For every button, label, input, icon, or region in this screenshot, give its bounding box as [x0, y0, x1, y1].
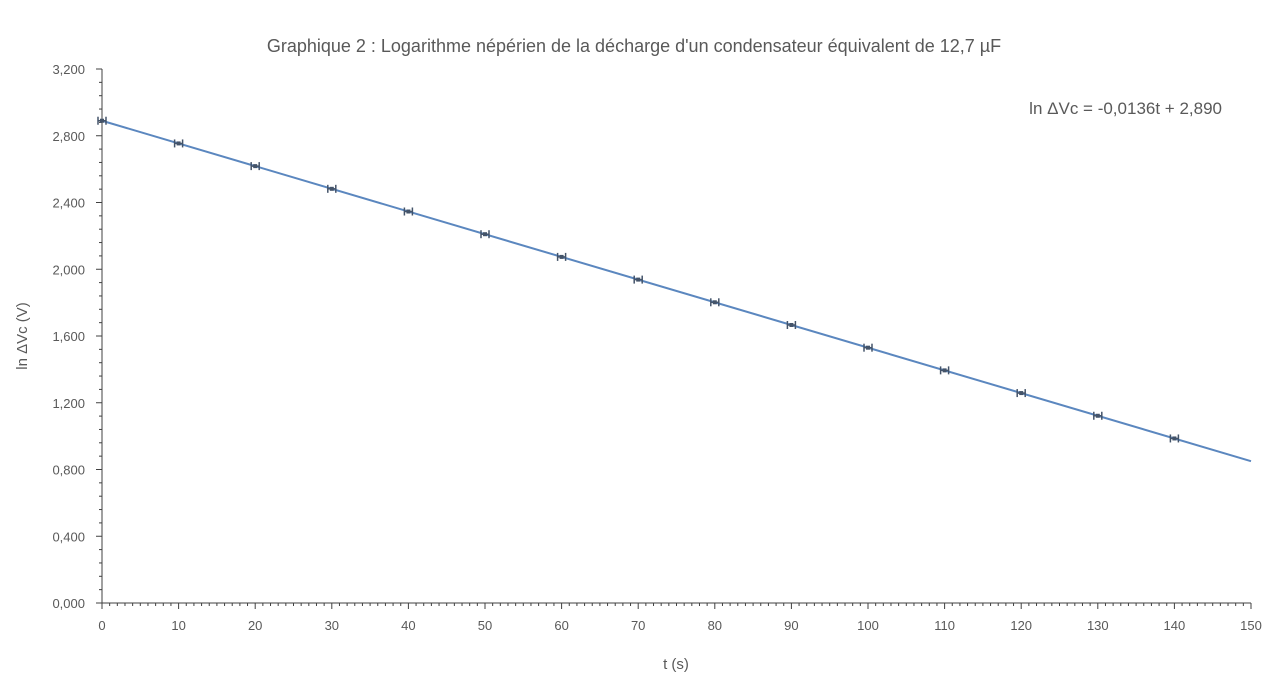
y-tick-label: 2,400 [52, 196, 85, 211]
point-marker [406, 209, 411, 214]
x-tick-label: 120 [1010, 618, 1032, 633]
y-tick-label: 2,800 [52, 129, 85, 144]
point-marker [100, 118, 104, 123]
point-marker [942, 368, 947, 373]
y-tick-label: 1,200 [52, 396, 85, 411]
point-marker [789, 322, 794, 327]
data-point [633, 275, 643, 284]
point-marker [1172, 436, 1177, 441]
y-tick-label: 0,800 [52, 463, 85, 478]
data-point [556, 252, 567, 261]
data-point [1093, 411, 1103, 420]
y-tick-label: 2,000 [52, 262, 85, 277]
point-marker [636, 277, 641, 282]
data-point [97, 116, 107, 125]
point-marker [1095, 413, 1100, 418]
data-point [786, 320, 797, 329]
point-marker [329, 186, 334, 191]
trendline [101, 119, 1252, 463]
y-tick-label: 0,400 [52, 529, 85, 544]
x-axis-title: t (s) [663, 656, 689, 673]
point-marker [253, 164, 258, 169]
data-points [97, 116, 1180, 443]
x-tick-label: 70 [631, 618, 645, 633]
data-point [173, 139, 184, 148]
x-tick-label: 30 [325, 618, 339, 633]
y-tick-label: 0,000 [52, 596, 85, 611]
data-point [939, 366, 950, 375]
data-point [327, 184, 337, 193]
point-marker [866, 345, 870, 350]
point-marker [1019, 391, 1024, 396]
data-point [403, 207, 414, 216]
trendline-equation: ln ΔVc = -0,0136t + 2,890 [1029, 99, 1222, 118]
x-tick-label: 100 [857, 618, 879, 633]
data-point [1016, 389, 1026, 398]
x-tick-label: 150 [1240, 618, 1262, 633]
y-tick-label: 1,600 [52, 329, 85, 344]
x-tick-label: 110 [934, 618, 955, 633]
x-tick-label: 130 [1087, 618, 1109, 633]
x-tick-label: 40 [401, 618, 415, 633]
x-tick-label: 90 [784, 618, 798, 633]
x-tick-label: 10 [171, 618, 185, 633]
data-point [863, 343, 873, 352]
x-tick-label: 60 [554, 618, 568, 633]
x-axis: 0 10 20 30 40 50 60 70 80 90 100 110 120 130 140 150 [98, 602, 1262, 633]
point-marker [559, 254, 564, 259]
x-tick-label: 20 [248, 618, 262, 633]
data-point [250, 162, 260, 171]
x-tick-label: 0 [98, 618, 105, 633]
x-tick-label: 80 [708, 618, 722, 633]
x-tick-label: 140 [1164, 618, 1186, 633]
point-marker [483, 232, 487, 237]
y-axis: 0,000 0,400 0,800 1,200 1,600 2,000 2,400 2,800… [52, 62, 103, 611]
data-point [1169, 434, 1180, 443]
x-tick-label: 50 [478, 618, 492, 633]
data-point [710, 298, 720, 307]
y-tick-label: 3,200 [52, 62, 85, 77]
data-point [480, 230, 490, 239]
point-marker [712, 300, 717, 305]
chart-title: Graphique 2 : Logarithme népérien de la … [267, 36, 1001, 56]
y-axis-title: ln ΔVc (V) [14, 302, 31, 370]
point-marker [176, 141, 181, 146]
